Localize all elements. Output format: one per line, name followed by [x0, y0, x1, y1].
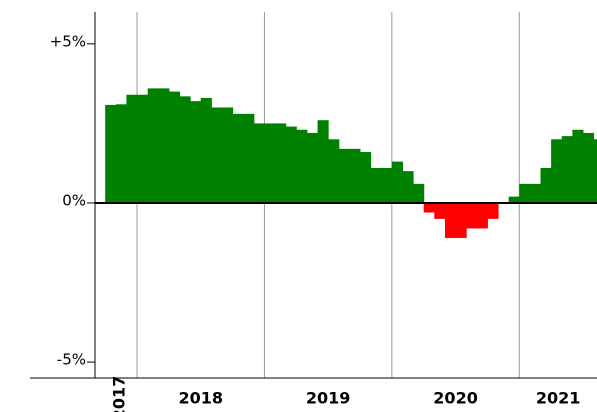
bar — [200, 97, 212, 203]
bar — [444, 202, 457, 238]
x-tick-label: 2020 — [433, 389, 478, 408]
bar — [306, 132, 319, 203]
bar — [476, 202, 488, 229]
bar — [338, 148, 350, 203]
bar — [402, 171, 414, 203]
bars — [105, 88, 597, 238]
bar — [190, 101, 202, 203]
bar — [540, 167, 552, 203]
axes: 2017 2018 2019 2020 2021 +5% 0% -5% — [30, 12, 597, 412]
bar — [275, 123, 287, 203]
bar — [168, 91, 181, 203]
x-tick-label: 2019 — [306, 389, 351, 408]
bar — [593, 139, 597, 203]
bar — [413, 183, 425, 203]
bar — [264, 123, 276, 203]
bar — [508, 196, 520, 203]
bar — [582, 132, 595, 203]
bar — [211, 107, 223, 203]
bar — [529, 183, 542, 203]
bar — [115, 104, 127, 203]
bar — [370, 167, 382, 203]
bar — [572, 129, 584, 203]
bar — [317, 120, 329, 203]
bar — [221, 107, 234, 203]
bar — [105, 104, 117, 203]
bar — [434, 202, 446, 219]
bar — [519, 183, 531, 203]
bar — [328, 139, 340, 203]
y-tick-label: -5% — [57, 351, 86, 369]
bar — [423, 202, 435, 213]
y-tick-label: 0% — [62, 191, 86, 209]
x-tick-label: 2021 — [536, 389, 581, 408]
bar — [360, 152, 372, 203]
bar — [466, 202, 478, 229]
bar — [381, 167, 393, 203]
bar — [487, 202, 499, 219]
bar — [253, 123, 265, 203]
bar — [243, 113, 255, 203]
bar — [137, 94, 149, 203]
bar — [551, 139, 563, 203]
y-tick-label: +5% — [50, 32, 86, 50]
bar — [232, 113, 244, 203]
bar — [349, 148, 361, 203]
bar — [561, 136, 573, 203]
bar — [296, 129, 308, 203]
x-tick-label: 2018 — [178, 389, 223, 408]
bar — [147, 88, 159, 203]
bar — [285, 126, 297, 203]
bar — [391, 161, 403, 203]
bar — [158, 88, 170, 203]
x-tick-label: 2017 — [110, 376, 129, 412]
bar — [179, 96, 191, 203]
bar — [455, 202, 467, 238]
bar — [126, 94, 138, 203]
